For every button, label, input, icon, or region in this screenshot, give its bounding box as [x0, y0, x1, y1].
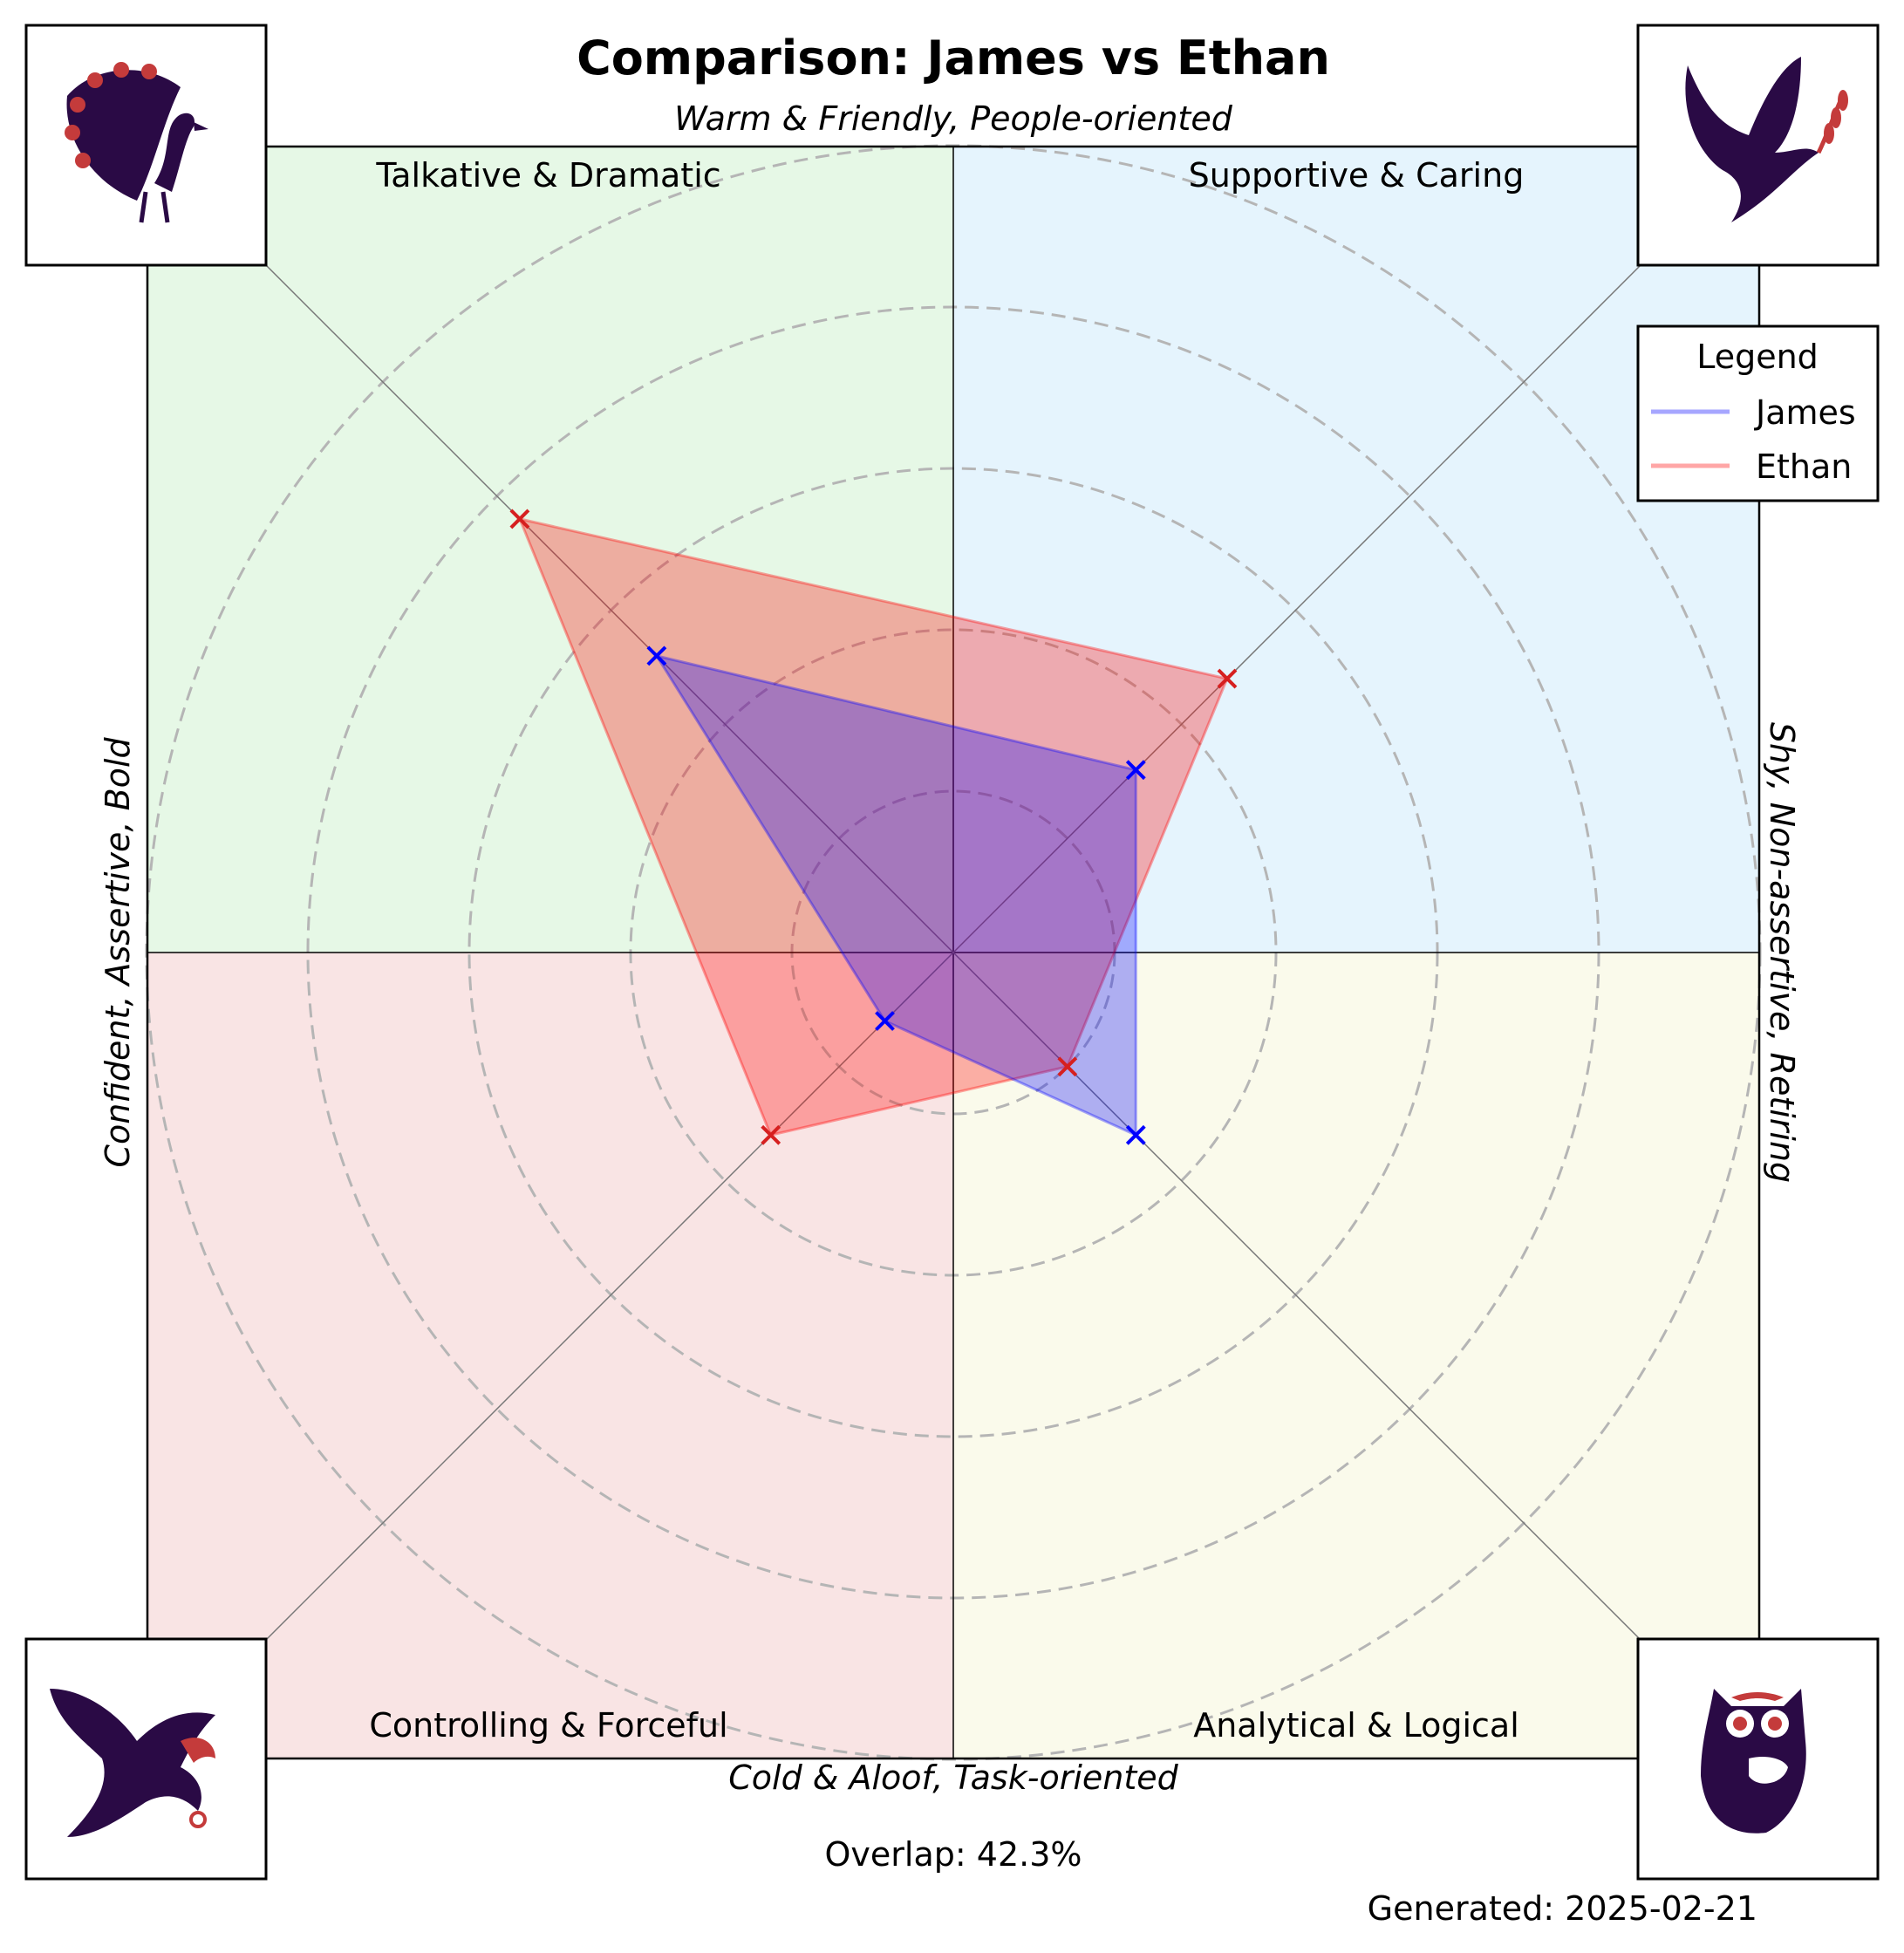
data-point-ethan [1057, 1056, 1078, 1077]
spoke-nw [266, 265, 954, 953]
data-point-james [1125, 1124, 1146, 1145]
spoke-sw [266, 952, 954, 1640]
quadrant-label-controlling: Controlling & Forceful [369, 1706, 727, 1745]
data-point-ethan [1217, 668, 1238, 689]
plot-frame [146, 145, 1761, 1760]
data-point-ethan [509, 509, 530, 529]
legend-title: Legend [1696, 338, 1819, 376]
data-point-james [646, 645, 667, 666]
legend: Legend James Ethan [1636, 324, 1880, 502]
axis-label-right: Shy, Non-assertive, Retiring [1763, 722, 1801, 1183]
data-point-james [875, 1011, 895, 1031]
spoke-ne [952, 265, 1641, 953]
data-point-james [1125, 760, 1146, 781]
axis-label-left: Confident, Assertive, Bold [99, 737, 137, 1168]
data-point-ethan [761, 1124, 781, 1145]
owl-icon [1636, 1637, 1880, 1881]
eagle-icon [24, 1637, 268, 1881]
legend-box [1636, 324, 1880, 502]
legend-label-james: James [1754, 393, 1856, 432]
axis-label-bottom: Cold & Aloof, Task-oriented [728, 1758, 1178, 1797]
chart-title: Comparison: James vs Ethan [577, 31, 1330, 85]
quadrant-label-supportive: Supportive & Caring [1189, 156, 1525, 195]
dove-icon [1636, 24, 1880, 267]
overlap-text: Overlap: 42.3% [825, 1835, 1082, 1874]
generated-text: Generated: 2025-02-21 [1368, 1889, 1757, 1928]
axis-label-top: Warm & Friendly, People-oriented [674, 99, 1233, 138]
series-layer [509, 509, 1238, 1145]
quadrant-label-analytical: Analytical & Logical [1193, 1706, 1519, 1745]
legend-label-ethan: Ethan [1756, 447, 1852, 486]
quadrant-label-talkative: Talkative & Dramatic [375, 156, 720, 195]
peacock-icon [24, 24, 268, 267]
